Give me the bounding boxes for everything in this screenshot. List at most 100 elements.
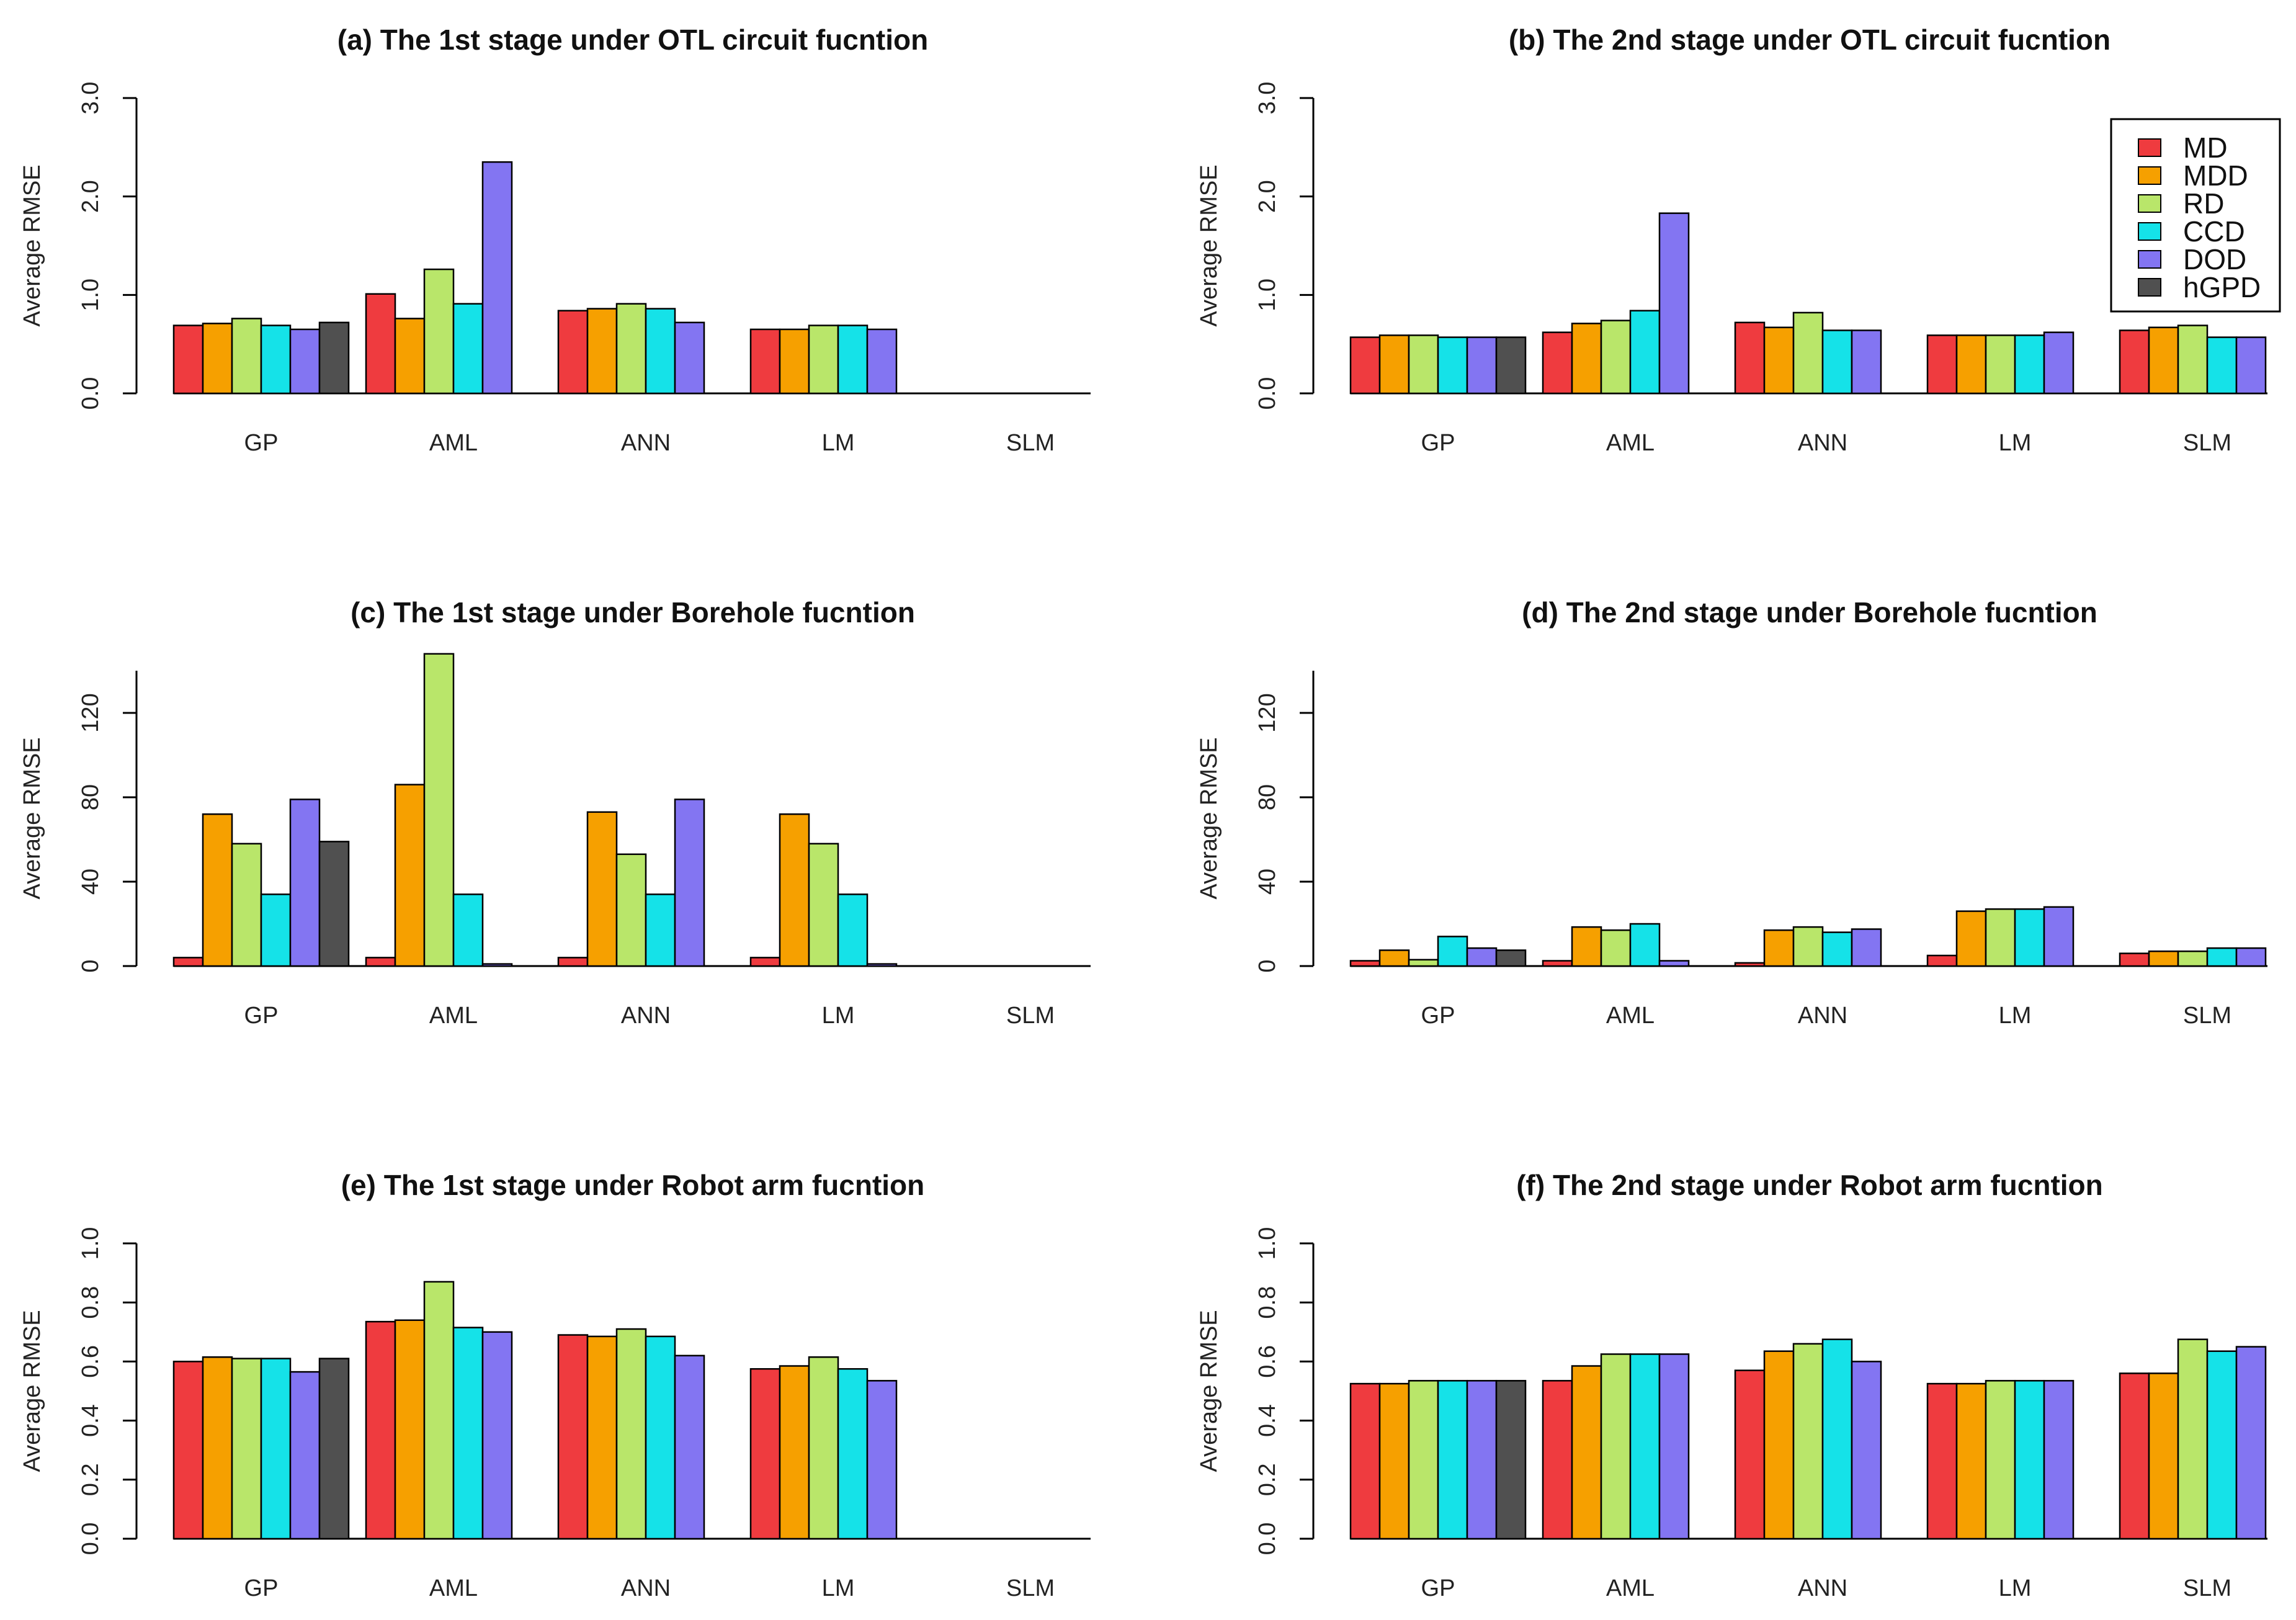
legend-swatch-hgpd [2138,278,2161,297]
bar-mdd-gp [1378,1382,1410,1540]
bar-ccd-aml [1629,1353,1661,1540]
bar-dod-lm [866,328,898,395]
bar-ccd-gp [1437,336,1468,395]
x-category-label: LM [1999,1575,2032,1601]
bar-mdd-lm [1955,910,1987,967]
y-tick-label: 0 [1254,959,1280,972]
bar-rd-lm [1985,334,2016,395]
bar-dod-aml [1658,1353,1690,1540]
bar-md-gp [1349,960,1381,967]
bar-rd-gp [231,1358,262,1540]
bar-dod-ann [1851,329,1882,395]
x-category-label: AML [429,430,478,456]
y-tick-label: 0.0 [1254,377,1280,410]
bar-dod-gp [289,328,321,395]
bar-rd-aml [423,653,455,967]
y-tick-label: 80 [78,784,104,810]
y-tick-label: 2.0 [78,180,104,213]
bar-md-aml [1542,331,1573,395]
bar-md-lm [749,1368,781,1540]
bar-ccd-lm [2014,1380,2045,1540]
bar-dod-ann [1851,1361,1882,1540]
bar-hgpd-gp [318,841,350,967]
bar-ccd-gp [260,1358,292,1540]
bar-md-ann [557,310,589,395]
y-axis-label: Average RMSE [19,1310,45,1472]
legend-swatch-md [2138,138,2161,157]
bar-ccd-slm [2206,947,2238,967]
y-tick-label: 1.0 [78,1227,104,1260]
bar-ccd-ann [1821,1338,1853,1540]
y-tick-label: 40 [1254,869,1280,895]
bar-ccd-lm [2014,908,2045,967]
x-category-label: GP [244,1575,279,1601]
y-tick-label: 0.0 [78,377,104,410]
bar-mdd-slm [2148,326,2179,395]
bar-md-slm [2119,952,2150,967]
y-tick-label: 0.4 [78,1404,104,1437]
bar-mdd-ann [586,1335,618,1540]
y-tick-label: 3.0 [78,82,104,115]
x-category-label: AML [1606,1575,1655,1601]
bar-hgpd-gp [1495,336,1527,395]
bar-md-lm [1926,334,1958,395]
bar-dod-gp [289,1371,321,1540]
x-category-label: LM [822,1003,855,1029]
y-tick-label: 2.0 [1254,180,1280,213]
y-tick-label: 0.6 [78,1345,104,1378]
x-category-label: AML [429,1575,478,1601]
bar-md-aml [365,1320,396,1540]
bar-md-gp [172,1361,204,1540]
x-category-label: SLM [2183,1003,2231,1029]
bar-ccd-gp [1437,936,1468,967]
bar-md-aml [365,957,396,967]
bar-hgpd-gp [1495,949,1527,967]
legend-label-ccd: CCD [2183,215,2245,248]
chart-panel-e: (e) The 1st stage under Robot arm fucnti… [19,1169,1091,1601]
bar-mdd-aml [394,1319,426,1540]
x-category-label: LM [1999,430,2032,456]
bar-ccd-slm [2206,1350,2238,1540]
bar-mdd-lm [779,1365,810,1540]
y-tick-label: 0.0 [1254,1523,1280,1555]
bar-md-ann [1734,962,1766,967]
y-tick-label: 120 [1254,693,1280,732]
bar-mdd-gp [202,1356,233,1540]
bar-rd-ann [1792,926,1824,967]
bar-dod-slm [2235,1346,2267,1540]
bar-md-gp [172,324,204,395]
bar-dod-aml [481,1331,513,1540]
bar-ccd-gp [1437,1380,1468,1540]
bar-dod-ann [674,1354,705,1540]
bar-dod-ann [1851,928,1882,967]
bar-hgpd-gp [318,1358,350,1540]
bar-dod-slm [2235,336,2267,395]
bar-mdd-aml [394,784,426,967]
bar-rd-aml [1600,320,1632,395]
bar-rd-lm [808,843,839,967]
bar-hgpd-gp [1495,1380,1527,1540]
bar-ccd-aml [452,893,484,967]
bar-mdd-aml [1571,323,1602,395]
y-axis-label: Average RMSE [19,164,45,326]
y-axis-label: Average RMSE [19,737,45,899]
legend-label-dod: DOD [2183,243,2246,275]
bar-md-aml [1542,960,1573,967]
bar-rd-lm [1985,1380,2016,1540]
chart-title: (b) The 2nd stage under OTL circuit fucn… [1509,24,2111,56]
bar-ccd-gp [260,324,292,395]
bar-mdd-gp [202,323,233,395]
bar-md-lm [1926,954,1958,967]
bar-ccd-lm [837,893,869,967]
bar-mdd-lm [1955,334,1987,395]
y-axis-label: Average RMSE [1196,164,1222,326]
x-category-label: SLM [1006,1575,1055,1601]
bar-mdd-aml [1571,926,1602,967]
bar-md-lm [749,328,781,395]
legend-swatch-mdd [2138,166,2161,185]
bar-mdd-slm [2148,1372,2179,1540]
bar-rd-aml [423,1281,455,1540]
x-category-label: AML [429,1003,478,1029]
bar-rd-lm [808,324,839,395]
bar-dod-lm [2043,331,2075,395]
